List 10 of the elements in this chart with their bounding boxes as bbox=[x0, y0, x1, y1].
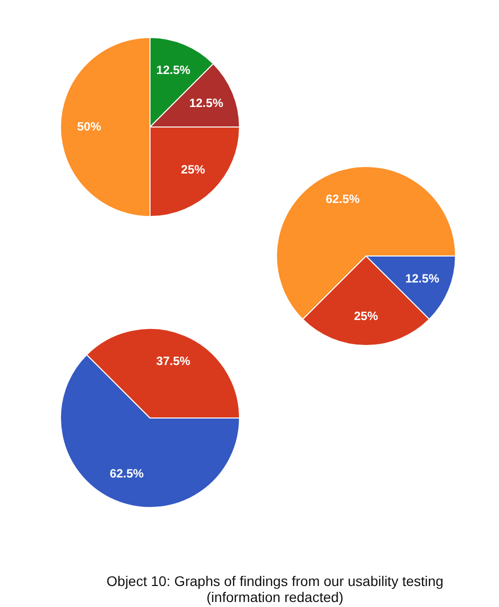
data-label: 62.5% bbox=[326, 192, 360, 206]
text: Object 10: Graphs of findings from our usability testing (information redacted) bbox=[106, 573, 444, 605]
data-label: 50% bbox=[77, 119, 102, 134]
data-label: 12.5% bbox=[156, 63, 191, 78]
data-label: 12.5% bbox=[189, 96, 224, 110]
data-label: 37.5% bbox=[156, 354, 191, 368]
data-label: 62.5% bbox=[110, 466, 144, 481]
data-label: 25% bbox=[354, 309, 378, 324]
data-label: 12.5% bbox=[405, 272, 440, 286]
data-label: 25% bbox=[181, 162, 206, 176]
